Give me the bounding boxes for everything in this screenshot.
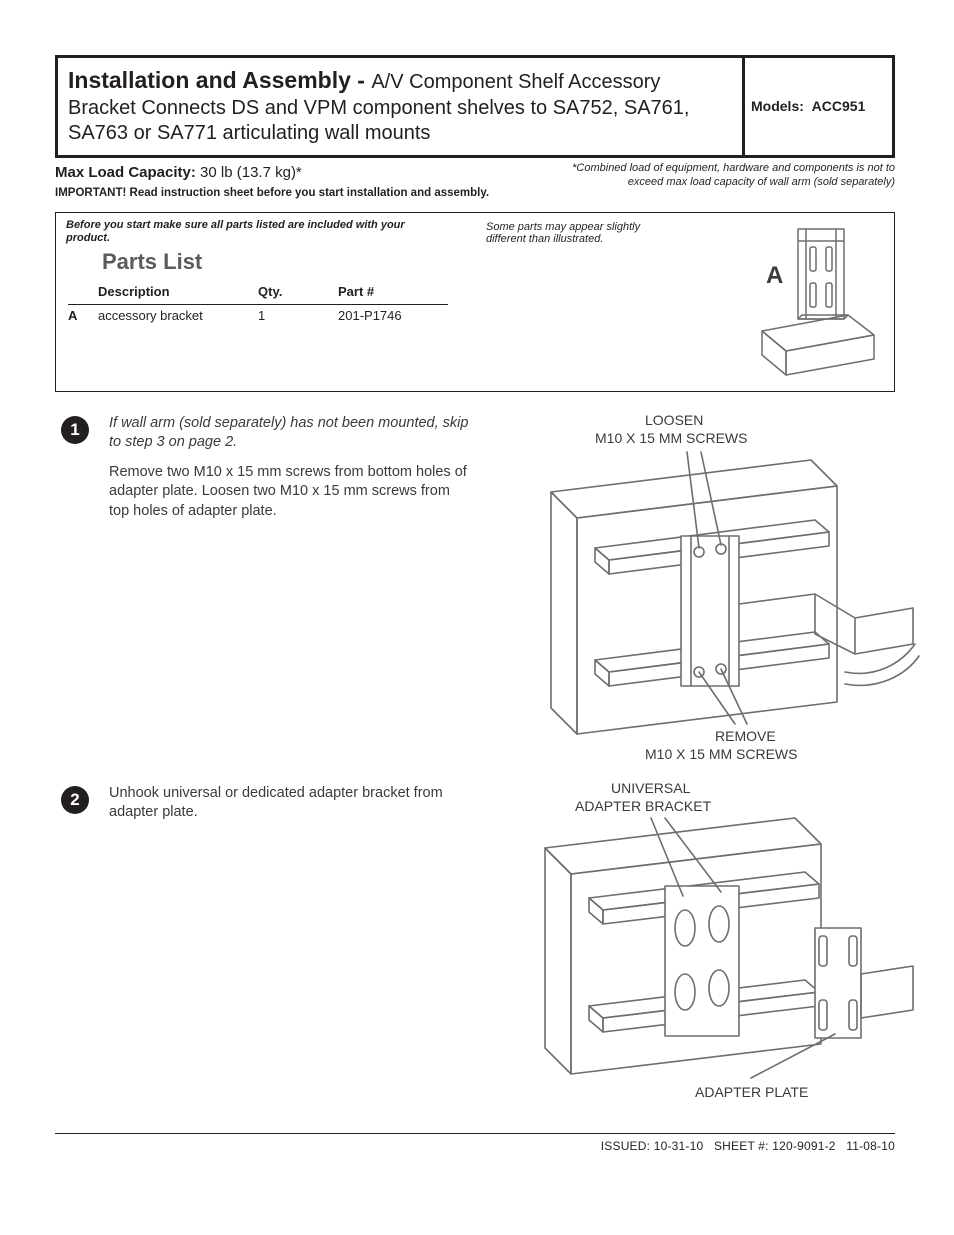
col-qty: Qty. bbox=[258, 281, 338, 302]
parts-box: Before you start make sure all parts lis… bbox=[55, 212, 895, 392]
parts-table-row: A accessory bracket 1 201-P1746 bbox=[68, 305, 448, 326]
step-2-figure: UNIVERSAL ADAPTER BRACKET ADAPTER PLATE bbox=[515, 778, 925, 1118]
footer: ISSUED: 10-31-10 SHEET #: 120-9091-2 11-… bbox=[601, 1139, 895, 1153]
col-partno: Part # bbox=[338, 281, 438, 302]
row-desc: accessory bracket bbox=[98, 305, 258, 326]
step-1-number: 1 bbox=[61, 416, 89, 444]
parts-table-header: Description Qty. Part # bbox=[68, 281, 448, 305]
step-2-body: Unhook universal or dedicated adapter br… bbox=[109, 785, 443, 821]
step-2-number: 2 bbox=[61, 786, 89, 814]
step-1-italic: If wall arm (sold separately) has not be… bbox=[109, 415, 468, 451]
capacity-value: 30 lb (13.7 kg)* bbox=[200, 164, 302, 181]
figure-a-label: A bbox=[766, 262, 783, 289]
header-models: Models: ACC951 bbox=[742, 58, 892, 155]
parts-note: Some parts may appear slightly different… bbox=[486, 221, 676, 246]
col-desc: Description bbox=[98, 281, 258, 302]
label-loosen-2: M10 X 15 MM SCREWS bbox=[595, 430, 747, 446]
sheet-value: 120-9091-2 bbox=[772, 1139, 835, 1153]
step-1: 1 If wall arm (sold separately) has not … bbox=[55, 414, 895, 774]
header-row: Installation and Assembly - A/V Componen… bbox=[55, 55, 895, 158]
step-1-body: Remove two M10 x 15 mm screws from botto… bbox=[109, 464, 467, 519]
rev-date: 11-08-10 bbox=[846, 1139, 895, 1153]
step-2-text: Unhook universal or dedicated adapter br… bbox=[109, 784, 469, 823]
label-loosen-1: LOOSEN bbox=[645, 412, 703, 428]
label-remove-1: REMOVE bbox=[715, 728, 776, 744]
models-value: ACC951 bbox=[812, 98, 866, 114]
row-qty: 1 bbox=[258, 305, 338, 326]
header-title: Installation and Assembly - A/V Componen… bbox=[58, 58, 742, 155]
page: Installation and Assembly - A/V Componen… bbox=[55, 55, 895, 1124]
models-label: Models: bbox=[751, 98, 804, 114]
label-remove-2: M10 X 15 MM SCREWS bbox=[645, 746, 797, 762]
col-key bbox=[68, 281, 98, 302]
parts-preface: Before you start make sure all parts lis… bbox=[66, 219, 426, 245]
load-footnote: *Combined load of equipment, hardware an… bbox=[565, 162, 895, 190]
subheader: Max Load Capacity: 30 lb (13.7 kg)* IMPO… bbox=[55, 164, 895, 208]
step-2: 2 Unhook universal or dedicated adapter … bbox=[55, 784, 895, 1124]
header: Installation and Assembly - A/V Componen… bbox=[55, 55, 895, 158]
parts-table: Description Qty. Part # A accessory brac… bbox=[68, 281, 448, 326]
sheet-label: SHEET #: bbox=[714, 1139, 769, 1153]
row-key: A bbox=[68, 305, 98, 326]
step-1-figure: LOOSEN M10 X 15 MM SCREWS REMOVE M10 X 1… bbox=[515, 408, 925, 788]
label-universal-2: ADAPTER BRACKET bbox=[575, 798, 711, 814]
step-2-svg bbox=[515, 778, 925, 1118]
parts-figure: A bbox=[728, 223, 878, 388]
issued-value: 10-31-10 bbox=[654, 1139, 704, 1153]
step-1-text: If wall arm (sold separately) has not be… bbox=[109, 414, 469, 522]
footer-rule bbox=[55, 1133, 895, 1134]
row-partno: 201-P1746 bbox=[338, 305, 438, 326]
label-adapter-plate: ADAPTER PLATE bbox=[695, 1084, 808, 1100]
capacity-label: Max Load Capacity: bbox=[55, 164, 196, 181]
label-universal-1: UNIVERSAL bbox=[611, 780, 690, 796]
bracket-icon: A bbox=[728, 223, 878, 383]
issued-label: ISSUED: bbox=[601, 1139, 650, 1153]
header-title-bold: Installation and Assembly - bbox=[68, 67, 371, 93]
